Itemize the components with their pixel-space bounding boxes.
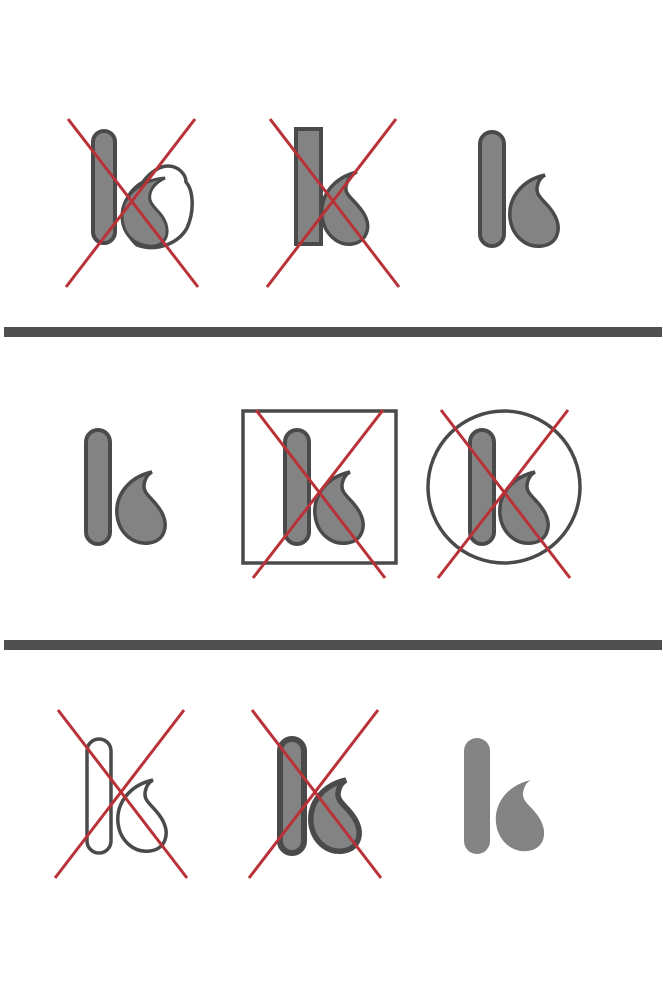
cross-mark [436,409,572,579]
logo-blob [313,470,365,545]
cross-mark [53,709,189,879]
logo-variant-in-circle-frame [426,409,582,579]
logo-bar [294,127,323,246]
logo-variant-thick-stroke [247,709,383,879]
cross-mark [251,409,387,579]
logo-blob [115,470,167,545]
logo-blob [498,470,550,545]
logo-variant-flat-no-stroke [464,738,545,854]
logo-bar [84,428,112,546]
divider-1 [4,327,662,337]
cross-mark [247,709,383,879]
circle-frame [426,409,582,565]
divider-2 [4,640,662,650]
cross-mark [265,118,401,288]
logo-variant-correct [84,428,167,546]
logo-bar [283,428,311,546]
logo-variant-correct [478,130,560,248]
logo-variant-outline-only [53,709,189,879]
logo-blob [495,780,545,852]
logo-bar [85,737,113,855]
logo-bar [277,736,307,856]
logo-variant-overlapping-blob [64,118,200,288]
logo-bar [468,428,496,546]
row-3 [53,709,545,879]
square-frame [241,409,398,565]
row-2 [84,409,582,579]
cross-mark [64,118,200,288]
logo-variant-square-bar [265,118,401,288]
logo-blob [116,778,168,853]
row-1 [64,118,560,288]
logo-blob [508,173,560,248]
logo-variant-in-square-frame [241,409,398,579]
logo-bar [478,130,506,248]
logo-bar [464,738,490,854]
